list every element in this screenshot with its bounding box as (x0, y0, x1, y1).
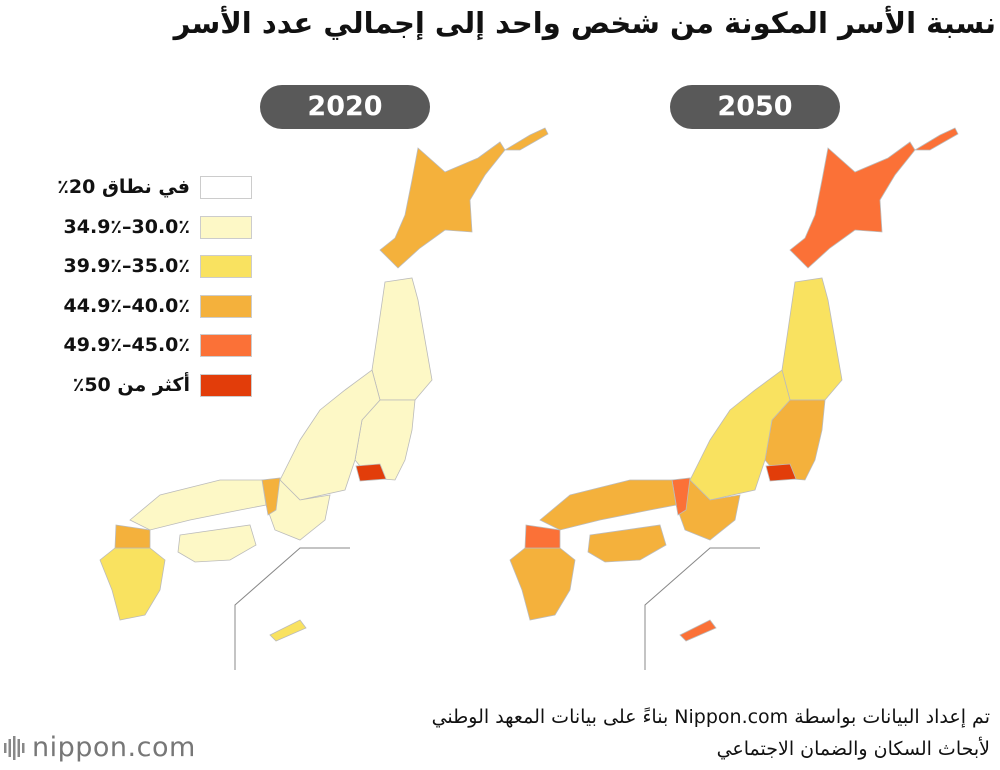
region (789, 127, 959, 269)
legend-label: 45.0٪–49.9٪ (63, 334, 190, 356)
region (371, 277, 433, 401)
logo-icon (13, 736, 16, 760)
inset-frame (644, 547, 760, 670)
region (177, 524, 257, 563)
legend-swatch (200, 373, 252, 397)
region (509, 547, 576, 621)
region (539, 479, 677, 531)
logo: nippon.com (32, 732, 196, 763)
region (99, 547, 166, 621)
logo-icon (22, 743, 25, 753)
legend-swatch (200, 294, 252, 318)
map (99, 127, 549, 670)
region (765, 463, 797, 482)
region (781, 277, 843, 401)
logo-icon (4, 743, 7, 753)
region (679, 619, 717, 642)
logo-icon (17, 739, 20, 757)
region (524, 524, 561, 549)
year-label: 2020 (260, 85, 430, 129)
region (355, 463, 387, 482)
inset-frame (234, 547, 350, 670)
legend-label: 35.0٪–39.9٪ (63, 255, 190, 277)
legend-swatch (200, 334, 252, 357)
legend-swatch (200, 215, 252, 239)
region (114, 524, 151, 549)
legend-label: 30.0٪–34.9٪ (63, 215, 190, 238)
year-label: 2050 (670, 85, 840, 129)
region (129, 479, 267, 531)
region (269, 619, 307, 642)
legend-label: 40.0٪–44.9٪ (63, 294, 190, 317)
legend-label: أكثر من 50٪ (72, 373, 190, 396)
map (509, 127, 959, 670)
legend-label: في نطاق 20٪ (57, 176, 190, 198)
region (587, 524, 667, 563)
source-line: تم إعداد البيانات بواسطة Nippon.com بناء… (431, 706, 990, 728)
region (379, 127, 549, 269)
source-line: لأبحاث السكان والضمان الاجتماعي (716, 738, 990, 760)
logo-icon (8, 739, 11, 757)
title: نسبة الأسر المكونة من شخص واحد إلى إجمال… (173, 6, 996, 40)
legend-swatch (200, 255, 252, 278)
legend-swatch (200, 176, 252, 199)
